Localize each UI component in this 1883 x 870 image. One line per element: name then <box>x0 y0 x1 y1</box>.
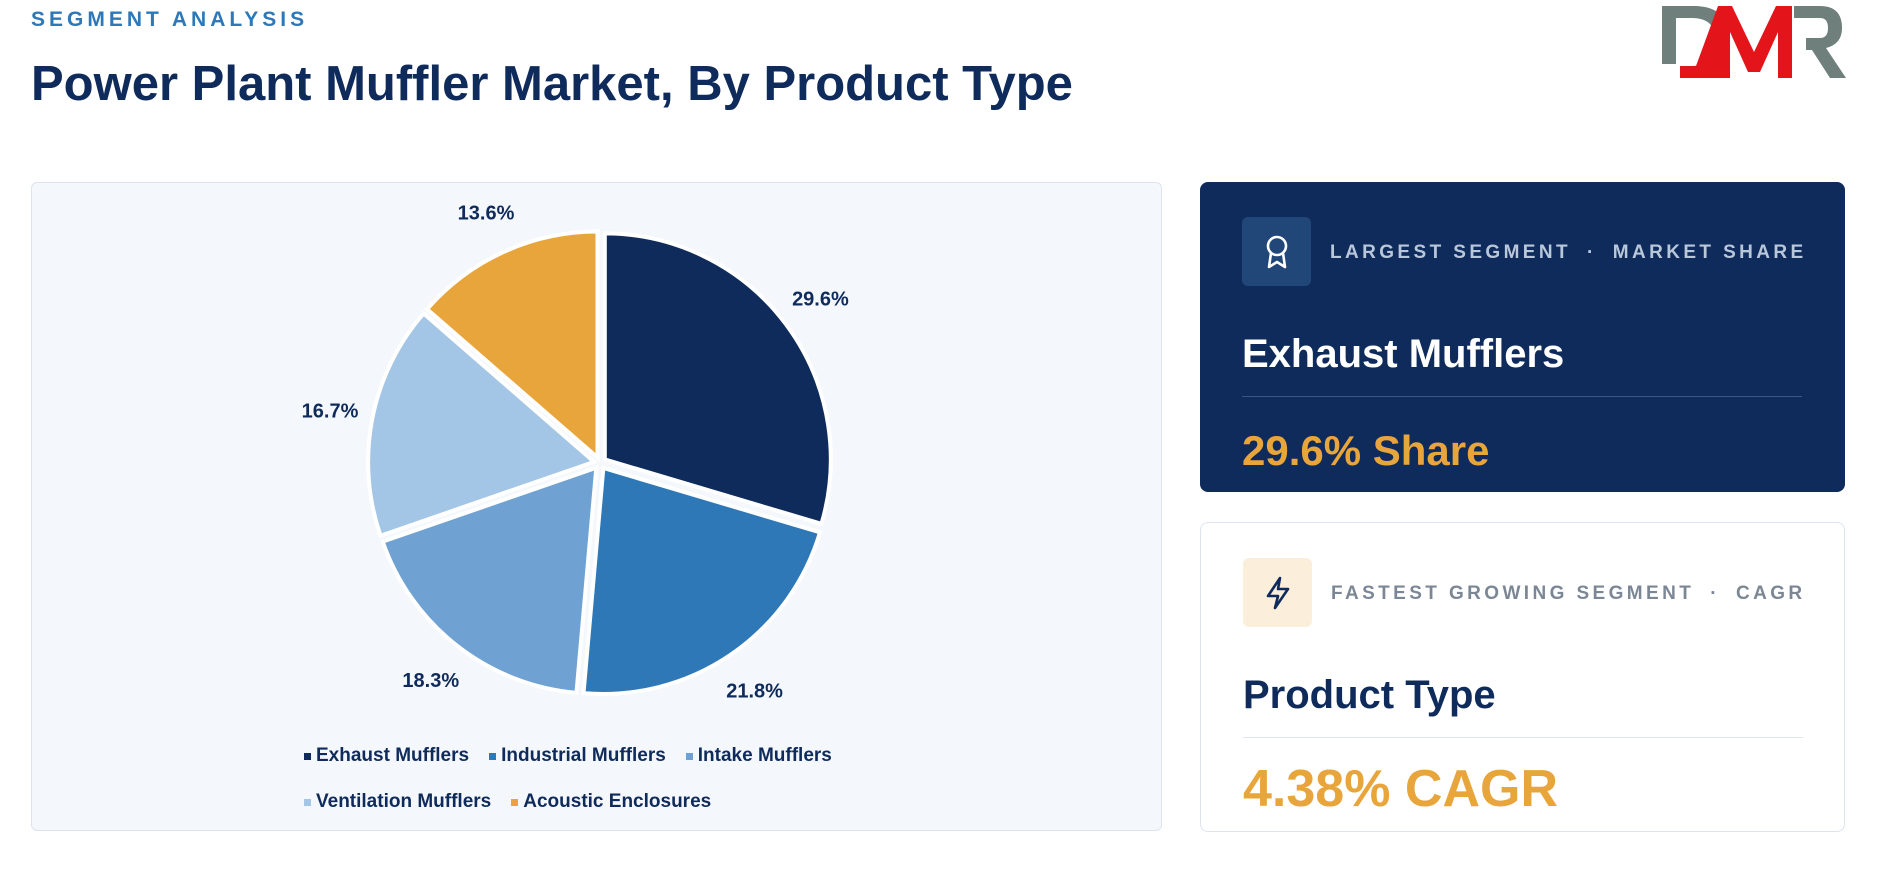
largest-segment-card: LARGEST SEGMENT · MARKET SHARE Exhaust Muf… <box>1200 182 1845 492</box>
legend-label: Intake Mufflers <box>697 745 832 766</box>
pie-slice-ventilation-mufflers <box>366 310 599 539</box>
dmr-logo <box>1662 6 1846 78</box>
chart-legend: Exhaust Mufflers Industrial Mufflers Intak… <box>304 745 924 813</box>
page-title: Power Plant Muffler Market, By Product T… <box>31 57 1073 111</box>
legend-swatch <box>511 798 519 806</box>
slice-label: 21.8% <box>726 680 783 702</box>
legend-swatch <box>304 752 311 760</box>
legend-swatch <box>304 798 311 806</box>
fastest-growing-card: FASTEST GROWING SEGMENT · CAGR Product Typ… <box>1200 522 1845 832</box>
legend-item: Ventilation Mufflers <box>304 791 491 813</box>
chart-panel: 29.6% 21.8% 18.3% 16.7% 13.6% Exhaust Muffle… <box>31 182 1162 831</box>
logo-letter-r <box>1794 6 1846 78</box>
slice-label: 29.6% <box>792 289 849 311</box>
pie-slice-industrial-mufflers <box>581 465 823 696</box>
fastest-growing-label: FASTEST GROWING SEGMENT · CAGR <box>1331 583 1806 604</box>
legend-label: Acoustic Enclosures <box>523 791 712 812</box>
lightning-icon <box>1266 576 1289 609</box>
slice-label: 16.7% <box>302 401 359 423</box>
pie-slice-intake-mufflers <box>380 464 599 696</box>
section-eyebrow: SEGMENT ANALYSIS <box>31 8 309 31</box>
legend-item: Intake Mufflers <box>685 745 832 767</box>
lightning-badge <box>1243 558 1312 627</box>
pie-slice-exhaust-mufflers <box>602 231 833 527</box>
legend-item: Exhaust Mufflers <box>304 745 469 767</box>
pie-chart: 29.6% 21.8% 18.3% 16.7% 13.6% <box>302 203 849 703</box>
slice-label: 18.3% <box>402 670 459 692</box>
fastest-growing-cagr: 4.38% CAGR <box>1243 760 1558 818</box>
largest-segment-share: 29.6% Share <box>1242 427 1490 474</box>
legend-label: Industrial Mufflers <box>501 745 666 766</box>
divider <box>1242 396 1802 397</box>
award-badge <box>1242 217 1311 286</box>
legend-item: Acoustic Enclosures <box>511 791 711 813</box>
legend-swatch <box>489 752 497 760</box>
award-icon <box>1266 235 1287 268</box>
legend-label: Exhaust Mufflers <box>316 745 470 766</box>
pie-slice-acoustic-enclosures <box>424 229 600 462</box>
slice-label: 13.6% <box>458 203 515 225</box>
largest-segment-label: LARGEST SEGMENT · MARKET SHARE <box>1330 242 1807 263</box>
legend-item: Industrial Mufflers <box>489 745 666 767</box>
largest-segment-name: Exhaust Mufflers <box>1242 332 1565 376</box>
divider <box>1243 737 1803 738</box>
legend-swatch <box>685 752 693 760</box>
logo-letter-m <box>1680 6 1792 78</box>
legend-label: Ventilation Mufflers <box>316 791 492 812</box>
fastest-growing-name: Product Type <box>1243 673 1496 717</box>
